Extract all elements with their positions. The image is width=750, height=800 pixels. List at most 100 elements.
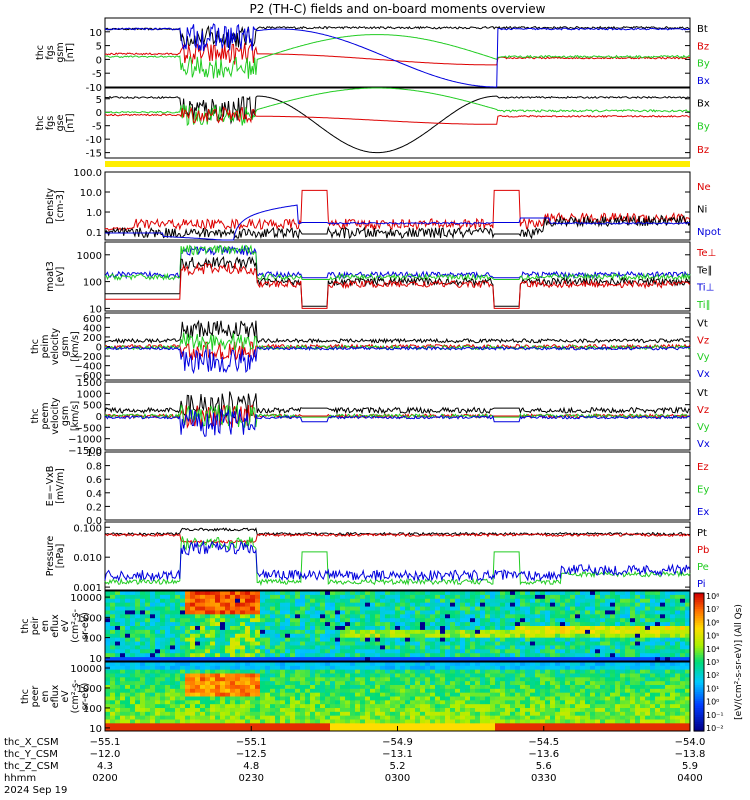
heat-cell [625,708,631,713]
heat-cell [650,688,656,694]
heat-cell [565,618,571,623]
heat-cell [570,653,576,658]
heat-cell [540,692,546,697]
heat-cell [500,696,506,701]
heat-cell [425,606,431,611]
heat-cell [620,704,626,709]
heat-cell [130,626,136,631]
heat-cell [390,614,396,619]
heat-cell [475,641,481,646]
heat-cell [685,602,691,608]
heat-cell [335,602,341,608]
heat-cell [295,591,301,596]
heat-cell [135,696,141,701]
heat-cell [260,719,266,724]
heat-cell [420,645,426,650]
ytick-label: 200 [83,333,102,344]
heat-cell [665,629,671,635]
heat-cell [520,645,526,650]
heat-cell [605,641,611,646]
colorbar-cell [694,655,704,658]
heat-cell [200,723,206,728]
heat-cell [190,688,196,694]
heat-cell [550,704,556,709]
heat-cell [540,673,546,678]
heat-cell [560,598,566,604]
heat-cell [610,669,616,674]
heat-cell [590,626,596,631]
heat-cell [490,629,496,635]
heat-cell [565,633,571,639]
heat-cell [225,685,231,690]
heat-cell [500,653,506,658]
heat-cell [215,626,221,631]
heat-cell [455,606,461,611]
heat-cell [610,681,616,686]
heat-cell [610,723,616,728]
heat-cell [170,610,176,615]
heat-cell [110,723,116,728]
heat-cell [550,719,556,724]
heat-cell [390,685,396,690]
heat-cell [230,681,236,686]
heat-cell [230,673,236,678]
heat-cell [310,715,316,720]
heat-cell [150,641,156,646]
heat-cell [470,602,476,608]
heat-cell [615,649,621,654]
heat-cell [520,622,526,627]
heat-cell [330,622,336,627]
heat-cell [165,704,171,709]
heat-cell [455,629,461,635]
heat-cell [205,685,211,690]
heat-cell [560,696,566,701]
heat-cell [310,700,316,705]
heat-cell [500,681,506,686]
heat-cell [620,637,626,643]
heat-cell [665,594,671,600]
heat-cell [525,614,531,619]
heat-cell [260,649,266,654]
heat-cell [670,700,676,705]
heat-cell [315,719,321,724]
heat-cell [140,633,146,639]
heat-cell [135,602,141,608]
heat-cell [670,669,676,674]
heat-cell [610,594,616,600]
heat-cell [470,723,476,728]
heat-cell [420,711,426,717]
heat-cell [290,719,296,724]
heat-cell [515,637,521,643]
series-line [104,34,691,79]
heat-cell [450,626,456,631]
heat-cell [435,665,441,671]
heat-cell [500,594,506,600]
heat-cell [350,633,356,639]
heat-cell [170,626,176,631]
heat-cell [530,677,536,682]
heat-cell [125,637,131,643]
heat-cell [275,591,281,596]
heat-cell [645,715,651,720]
heat-cell [590,669,596,674]
heat-cell [190,704,196,709]
heat-cell [290,622,296,627]
heat-cell [390,665,396,671]
heat-cell [520,594,526,600]
heat-cell [540,591,546,596]
heat-cell [615,708,621,713]
heat-cell [580,649,586,654]
heat-cell [520,673,526,678]
heat-cell [395,685,401,690]
heat-cell [270,614,276,619]
heat-cell [540,622,546,627]
heat-cell [505,673,511,678]
heat-cell [510,665,516,671]
heat-cell [290,708,296,713]
heat-cell [145,602,151,608]
heat-cell [315,657,321,662]
heat-cell [505,711,511,717]
heat-cell [605,677,611,682]
heat-cell [425,598,431,604]
heat-cell [670,649,676,654]
